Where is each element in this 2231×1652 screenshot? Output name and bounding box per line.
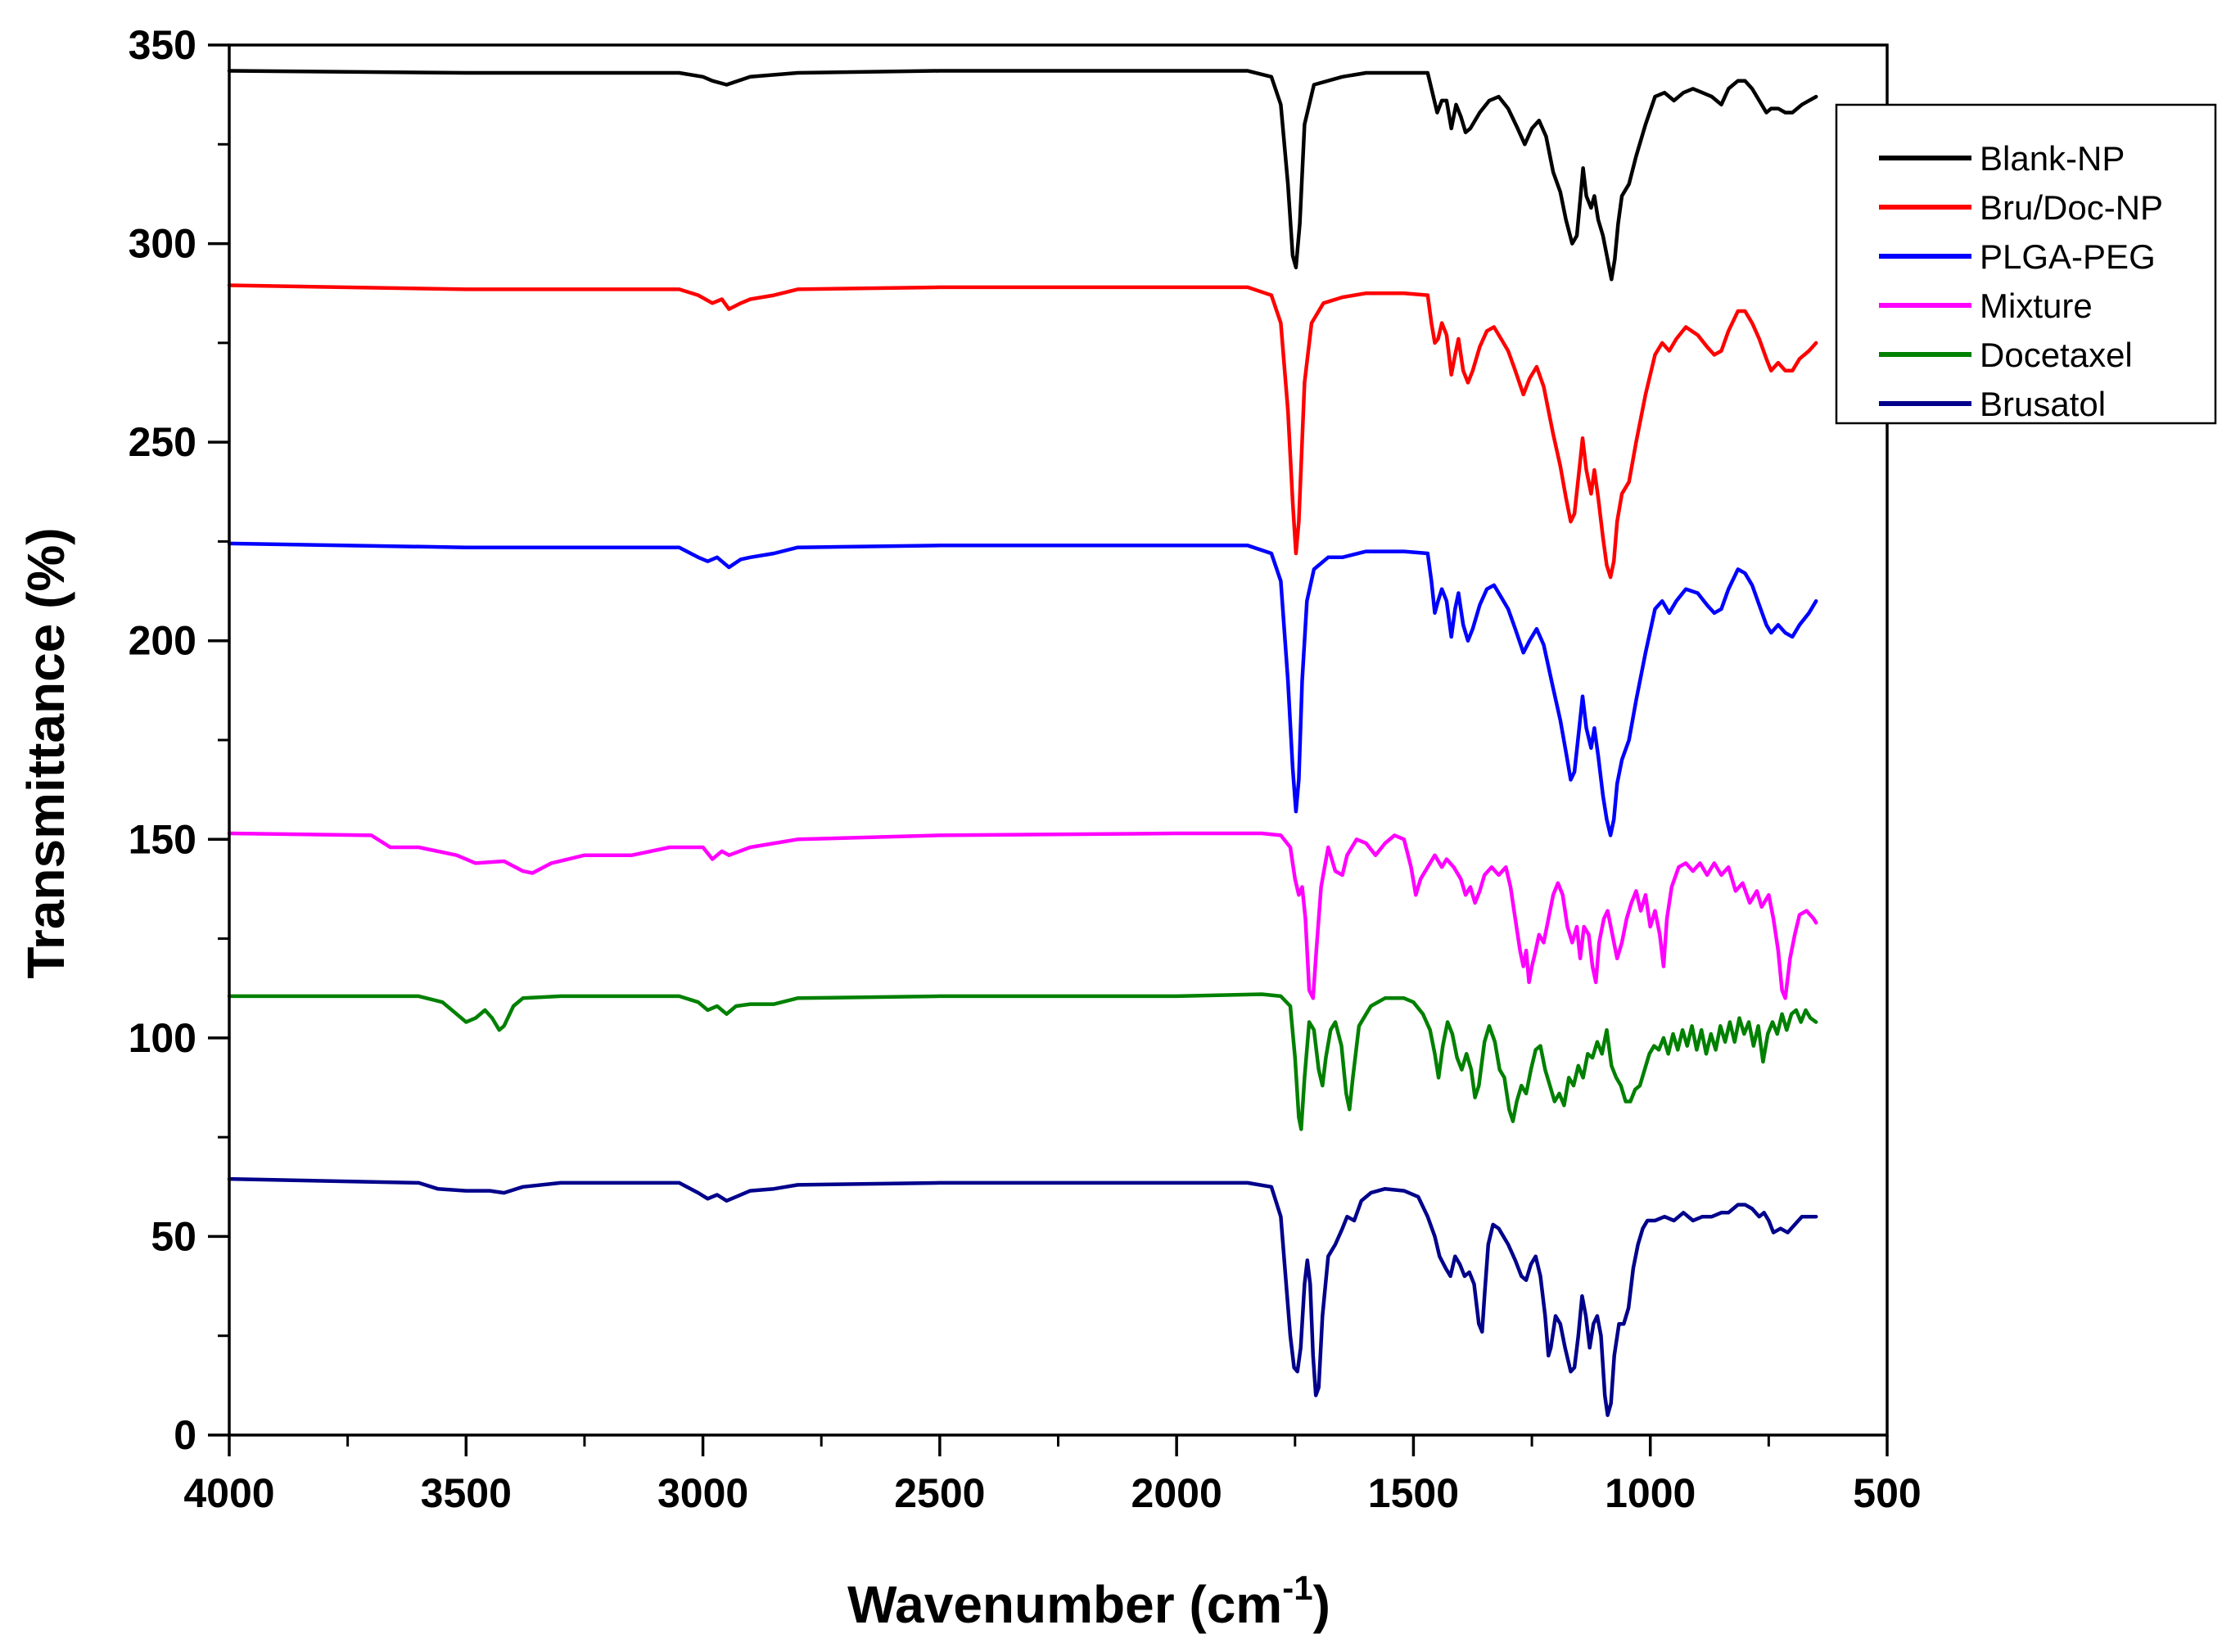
- x-tick-label: 4000: [183, 1470, 274, 1516]
- x-axis-label-main: Wavenumber (cm: [847, 1575, 1282, 1634]
- y-tick-label: 0: [174, 1412, 196, 1458]
- legend-label: Mixture: [1980, 287, 2093, 325]
- y-tick-label: 350: [129, 22, 196, 68]
- legend: Blank-NP Bru/Doc-NP PLGA-PEG Mixture Docetax…: [1835, 103, 2217, 425]
- y-tick-label: 50: [151, 1213, 196, 1259]
- plot-area: 4000 3500 3000 2500 2000 1500 1000 500 0 50 100 15…: [129, 22, 1922, 1516]
- x-axis-ticks: 4000 3500 3000 2500 2000 1500 1000 500: [183, 1435, 1922, 1516]
- series-line-brusatol: [227, 1176, 1818, 1417]
- x-axis-label: Wavenumber (cm-1): [847, 1568, 1330, 1634]
- x-tick-label: 1000: [1605, 1470, 1696, 1516]
- y-tick-label: 200: [129, 618, 196, 664]
- x-tick-label: 2000: [1131, 1470, 1222, 1516]
- y-tick-label: 300: [129, 221, 196, 267]
- x-tick-label: 500: [1853, 1470, 1921, 1516]
- plot-frame: [228, 43, 1889, 1437]
- y-axis-label: Transmittance (%): [16, 527, 75, 978]
- series-line-plga-peg: [227, 541, 1818, 837]
- legend-label: Docetaxel: [1980, 336, 2133, 374]
- series-lines: [227, 69, 1818, 1417]
- y-tick-label: 250: [129, 419, 196, 465]
- x-tick-label: 1500: [1368, 1470, 1459, 1516]
- x-axis-label-superscript: -1: [1282, 1568, 1312, 1607]
- y-tick-label: 150: [129, 816, 196, 862]
- legend-label: Bru/Doc-NP: [1980, 188, 2163, 227]
- x-tick-label: 3000: [657, 1470, 748, 1516]
- series-line-bru-doc-np: [227, 283, 1818, 580]
- legend-label: Brusatol: [1980, 385, 2106, 423]
- series-line-mixture: [227, 831, 1818, 1000]
- legend-items: Blank-NP Bru/Doc-NP PLGA-PEG Mixture Docetax…: [1879, 139, 2163, 423]
- legend-label: Blank-NP: [1980, 139, 2125, 178]
- axes: 4000 3500 3000 2500 2000 1500 1000 500 0 50 100 15…: [129, 22, 1922, 1516]
- x-tick-label: 2500: [894, 1470, 985, 1516]
- series-line-blank-np: [227, 69, 1818, 282]
- series-line-docetaxel: [227, 992, 1818, 1131]
- y-tick-label: 100: [129, 1015, 196, 1061]
- y-axis-ticks: 0 50 100 150 200 250 300 350: [129, 22, 229, 1458]
- x-tick-label: 3500: [421, 1470, 512, 1516]
- legend-label: PLGA-PEG: [1980, 237, 2156, 276]
- x-axis-label-close: ): [1313, 1575, 1330, 1634]
